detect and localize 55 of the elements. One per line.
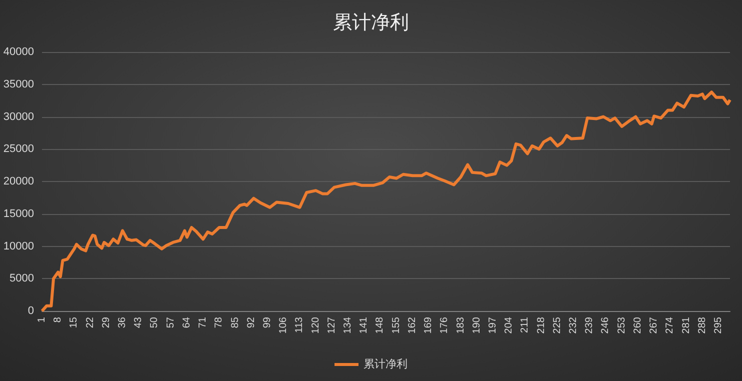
legend-label: 累计净利 xyxy=(364,358,408,370)
x-tick-label: 36 xyxy=(117,316,128,328)
chart-title: 累计净利 xyxy=(333,12,409,34)
x-tick-label: 29 xyxy=(100,316,112,328)
x-tick-label: 155 xyxy=(390,316,402,334)
y-tick-label: 35000 xyxy=(3,78,34,90)
x-tick-label: 22 xyxy=(84,316,96,328)
x-tick-label: 57 xyxy=(165,316,176,328)
y-tick-label: 0 xyxy=(28,305,34,317)
x-tick-label: 253 xyxy=(616,316,628,334)
x-tick-label: 267 xyxy=(648,316,660,334)
x-tick-label: 106 xyxy=(278,316,290,334)
x-tick-label: 197 xyxy=(487,316,498,334)
x-tick-label: 50 xyxy=(149,316,160,328)
x-tick-label: 260 xyxy=(632,316,644,334)
x-tick-label: 246 xyxy=(600,316,612,334)
x-tick-label: 204 xyxy=(504,316,515,334)
line-series xyxy=(40,90,732,312)
y-tick-label: 10000 xyxy=(3,240,34,252)
x-tick-label: 288 xyxy=(696,316,708,334)
x-tick-label: 1 xyxy=(36,316,48,323)
x-tick-label: 169 xyxy=(423,316,434,334)
x-tick-label: 183 xyxy=(455,316,466,334)
x-tick-label: 85 xyxy=(230,316,241,328)
x-tick-label: 71 xyxy=(198,316,209,328)
x-tick-label: 274 xyxy=(664,316,676,334)
y-tick-label: 25000 xyxy=(3,143,34,156)
x-tick-label: 113 xyxy=(294,316,306,333)
x-tick-label: 99 xyxy=(262,316,273,328)
x-tick-label: 239 xyxy=(584,316,596,334)
x-tick-label: 64 xyxy=(181,316,192,328)
x-tick-label: 43 xyxy=(133,316,144,328)
x-tick-label: 8 xyxy=(52,316,64,323)
x-tick-label: 141 xyxy=(358,316,370,334)
x-tick-label: 190 xyxy=(471,316,482,334)
y-tick-label: 15000 xyxy=(3,208,34,220)
x-tick-label: 162 xyxy=(406,316,418,334)
x-tick-label: 120 xyxy=(310,316,322,334)
x-tick-label: 281 xyxy=(680,316,692,334)
y-tick-label: 5000 xyxy=(10,272,34,285)
x-tick-label: 78 xyxy=(214,316,225,328)
y-tick-label: 30000 xyxy=(3,110,34,123)
x-tick-label: 127 xyxy=(326,316,338,334)
x-tick-label: 218 xyxy=(536,316,547,334)
x-tick-label: 295 xyxy=(712,316,724,334)
x-tick-label: 148 xyxy=(374,316,386,334)
x-tick-label: 176 xyxy=(439,316,450,334)
x-tick-label: 134 xyxy=(342,316,354,334)
x-tick-label: 211 xyxy=(520,316,531,333)
y-tick-label: 40000 xyxy=(3,46,34,58)
x-tick-label: 225 xyxy=(552,316,563,334)
y-tick-label: 20000 xyxy=(3,176,34,188)
x-tick-label: 15 xyxy=(68,316,80,328)
x-tick-label: 92 xyxy=(246,316,257,328)
x-tick-label: 232 xyxy=(568,316,580,334)
